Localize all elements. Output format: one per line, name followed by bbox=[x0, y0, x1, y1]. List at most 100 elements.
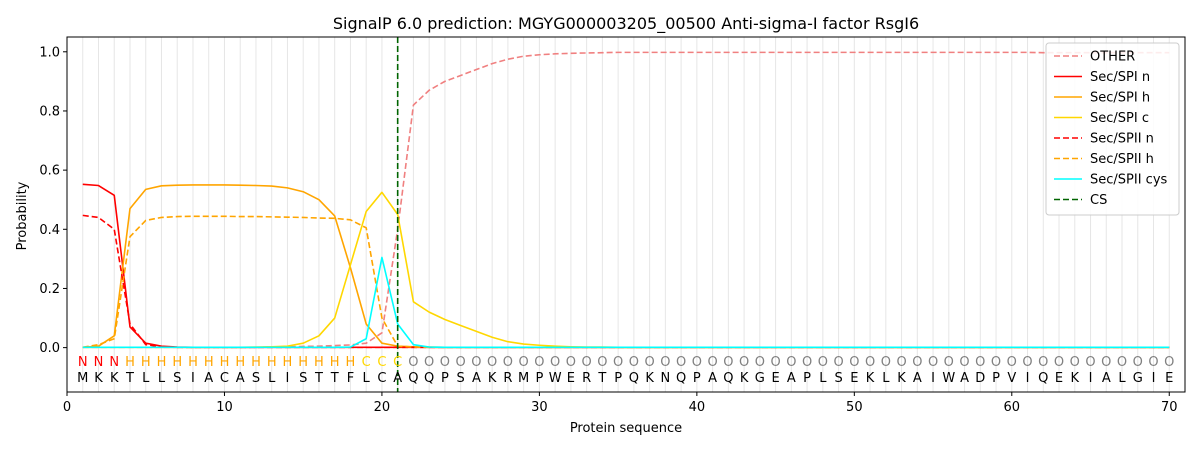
sequence-letter: A bbox=[393, 371, 402, 386]
x-axis: 0 10 20 30 40 50 60 70 bbox=[63, 392, 1178, 415]
x-tick-label: 60 bbox=[1004, 400, 1021, 415]
sequence-letter: K bbox=[488, 371, 497, 386]
sequence-letter: K bbox=[94, 371, 103, 386]
sequence-letter: A bbox=[787, 371, 796, 386]
region-letter: O bbox=[1101, 355, 1111, 370]
region-letter: H bbox=[346, 355, 356, 370]
sequence-letter: V bbox=[1007, 371, 1016, 386]
sequence-letter: S bbox=[173, 371, 181, 386]
sequence-letter: R bbox=[503, 371, 512, 386]
sequence-letter: K bbox=[645, 371, 654, 386]
region-letter: O bbox=[440, 355, 450, 370]
sequence-letter: P bbox=[535, 371, 543, 386]
sequence-letter: E bbox=[771, 371, 779, 386]
sequence-letter: K bbox=[740, 371, 749, 386]
region-letter: H bbox=[157, 355, 167, 370]
sequence-letter: P bbox=[614, 371, 622, 386]
region-letter: O bbox=[1022, 355, 1032, 370]
sequence-letter: Q bbox=[629, 371, 639, 386]
sequence-letter: P bbox=[441, 371, 449, 386]
x-tick-label: 40 bbox=[689, 400, 706, 415]
sequence-letter: P bbox=[693, 371, 701, 386]
sequence-letter: T bbox=[597, 371, 606, 386]
sequence-letter: Q bbox=[723, 371, 733, 386]
region-letter: O bbox=[613, 355, 623, 370]
legend-entry: Sec/SPII h bbox=[1090, 152, 1154, 167]
region-letter: O bbox=[770, 355, 780, 370]
legend-entry: Sec/SPII cys bbox=[1090, 173, 1168, 188]
sequence-letter: E bbox=[850, 371, 858, 386]
region-letter: O bbox=[707, 355, 717, 370]
legend-entry: Sec/SPI c bbox=[1090, 111, 1149, 126]
sequence-letter: P bbox=[992, 371, 1000, 386]
sequence-letter: L bbox=[1118, 371, 1126, 386]
x-tick-label: 20 bbox=[374, 400, 391, 415]
legend-entry: CS bbox=[1090, 193, 1107, 208]
sequence-letter: I bbox=[1089, 371, 1093, 386]
region-letter: O bbox=[1007, 355, 1017, 370]
region-letter: C bbox=[377, 355, 386, 370]
sequence-letter: K bbox=[897, 371, 906, 386]
sequence-letter: S bbox=[834, 371, 842, 386]
sequence-letter: I bbox=[1026, 371, 1030, 386]
region-letter: N bbox=[109, 355, 119, 370]
sequence-letter: L bbox=[363, 371, 371, 386]
y-tick-label: 0.0 bbox=[39, 341, 60, 356]
series-line-sec-spii-cys bbox=[82, 256, 1170, 349]
region-letter: O bbox=[1164, 355, 1174, 370]
sequence-letter: G bbox=[755, 371, 765, 386]
region-letter: H bbox=[314, 355, 324, 370]
sequence-letter: K bbox=[110, 371, 119, 386]
sequence-letter: C bbox=[220, 371, 229, 386]
sequence-letter: A bbox=[960, 371, 969, 386]
sequence-letter: E bbox=[1165, 371, 1173, 386]
region-letter: O bbox=[424, 355, 434, 370]
sequence-letter: D bbox=[975, 371, 985, 386]
region-letter: O bbox=[865, 355, 875, 370]
sequence-letter: T bbox=[125, 371, 134, 386]
sequence-letter: A bbox=[204, 371, 213, 386]
sequence-letter: N bbox=[660, 371, 670, 386]
region-letter: O bbox=[786, 355, 796, 370]
region-letter: O bbox=[582, 355, 592, 370]
sequence-letter: R bbox=[582, 371, 591, 386]
series-lines bbox=[82, 51, 1170, 349]
region-letter: H bbox=[204, 355, 214, 370]
region-letter: O bbox=[456, 355, 466, 370]
region-letter: H bbox=[141, 355, 151, 370]
region-letter: O bbox=[912, 355, 922, 370]
region-letter: O bbox=[928, 355, 938, 370]
y-axis: 0.0 0.2 0.4 0.6 0.8 1.0 bbox=[39, 45, 67, 356]
sequence-letter: K bbox=[1071, 371, 1080, 386]
sequence-letter: S bbox=[457, 371, 465, 386]
region-letter: O bbox=[991, 355, 1001, 370]
chart-title: SignalP 6.0 prediction: MGYG000003205_00… bbox=[333, 14, 919, 34]
y-tick-label: 1.0 bbox=[39, 45, 60, 60]
region-letter: H bbox=[172, 355, 182, 370]
sequence-letter: I bbox=[191, 371, 195, 386]
sequence-letter: A bbox=[472, 371, 481, 386]
region-letter: O bbox=[534, 355, 544, 370]
region-letter: O bbox=[645, 355, 655, 370]
region-letter: O bbox=[833, 355, 843, 370]
region-letter: H bbox=[267, 355, 277, 370]
x-tick-label: 70 bbox=[1161, 400, 1178, 415]
sequence-letter: I bbox=[1152, 371, 1156, 386]
region-letter: O bbox=[802, 355, 812, 370]
sequence-letter: E bbox=[567, 371, 575, 386]
region-letter: O bbox=[503, 355, 513, 370]
y-tick-label: 0.4 bbox=[39, 223, 60, 238]
sequence-letter: L bbox=[142, 371, 150, 386]
sequence-letter: I bbox=[931, 371, 935, 386]
sequence-letter: W bbox=[942, 371, 955, 386]
sequence-letter: L bbox=[882, 371, 890, 386]
region-letter: O bbox=[849, 355, 859, 370]
region-letter: H bbox=[125, 355, 135, 370]
sequence-letter: Q bbox=[408, 371, 418, 386]
region-letter: O bbox=[896, 355, 906, 370]
region-letter: O bbox=[1148, 355, 1158, 370]
x-tick-label: 0 bbox=[63, 400, 71, 415]
region-letter: O bbox=[881, 355, 891, 370]
